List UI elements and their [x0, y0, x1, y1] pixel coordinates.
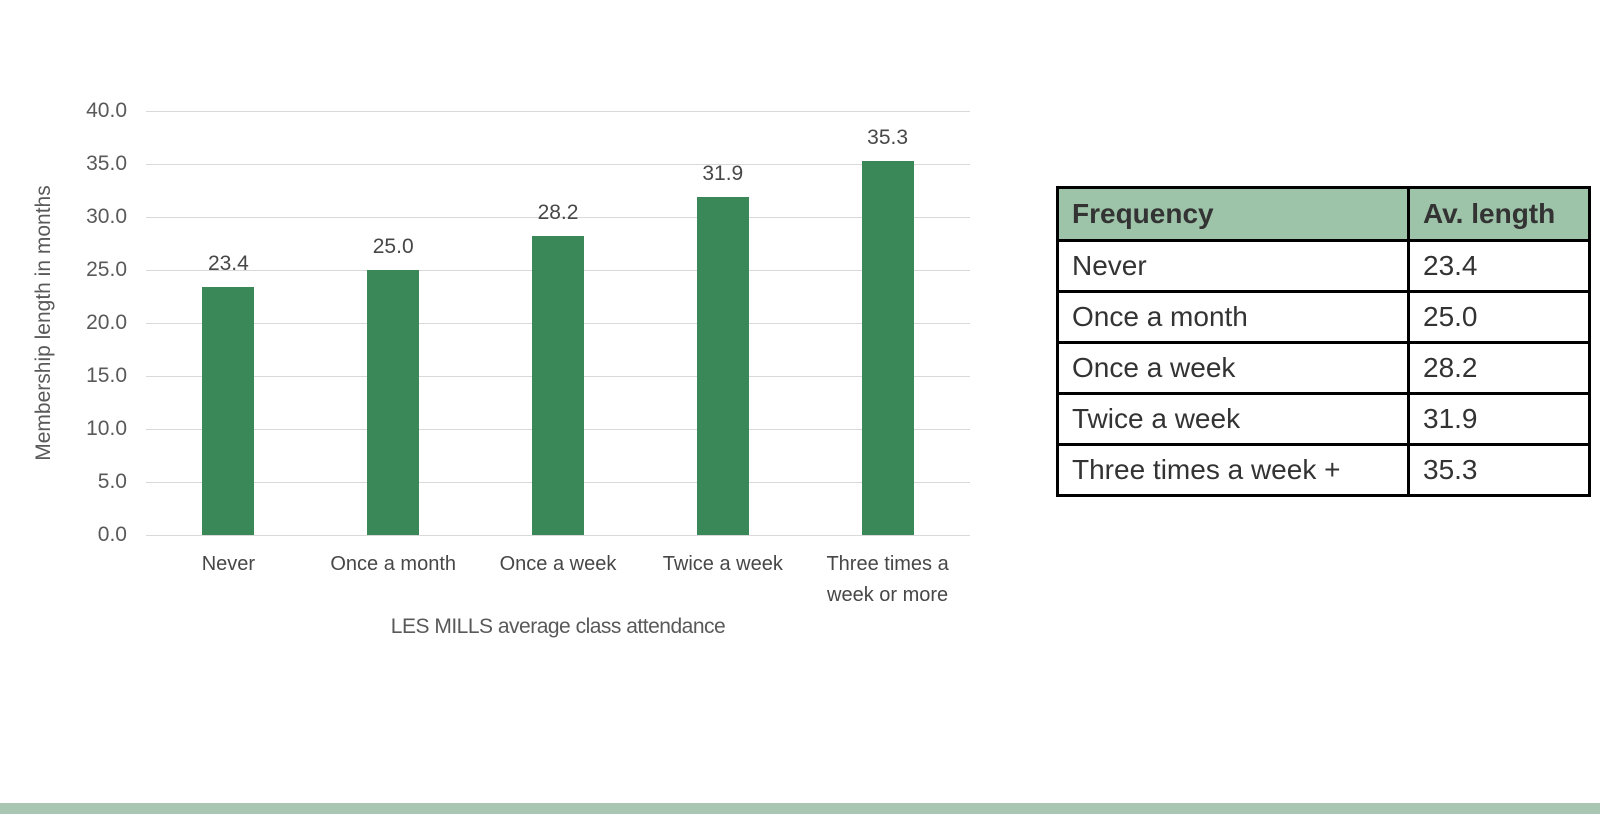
bar-once-a-week	[532, 236, 584, 535]
cell-av-length: 23.4	[1407, 239, 1591, 293]
cell-av-length: 31.9	[1407, 392, 1591, 446]
gridline	[146, 535, 970, 536]
cell-frequency: Once a month	[1056, 290, 1410, 344]
bar-chart: Membership length in months 40.0 35.0 30.0…	[32, 99, 970, 638]
table-row: Twice a week 31.9	[1056, 392, 1591, 446]
table-row: Never 23.4	[1056, 239, 1591, 293]
bar-data-label: 25.0	[372, 235, 414, 258]
bar-twice-a-week	[696, 197, 749, 535]
gridline	[146, 111, 970, 112]
y-tick-label: 20.0	[86, 311, 127, 334]
y-tick-label: 30.0	[86, 205, 127, 228]
y-tick-label: 15.0	[86, 364, 127, 387]
chart-plot-area: 23.4 25.0 28.2 31.9 35.3	[146, 111, 970, 536]
header-av-length: Av. length	[1407, 186, 1591, 242]
cell-av-length: 28.2	[1407, 341, 1591, 395]
bar-once-a-month	[367, 270, 420, 535]
table-header-row: Frequency Av. length	[1056, 186, 1591, 242]
x-category-label: Never	[201, 553, 256, 575]
bar-data-label: 28.2	[537, 201, 579, 224]
bar-data-label: 23.4	[207, 252, 249, 275]
y-tick-label: 25.0	[86, 258, 127, 281]
bar-data-label: 35.3	[867, 126, 909, 149]
x-category-label: Once a month	[330, 553, 456, 575]
x-axis-title: LES MILLS average class attendance	[390, 615, 726, 638]
cell-av-length: 35.3	[1407, 443, 1591, 497]
gridline	[146, 217, 970, 218]
bar-never	[202, 287, 255, 535]
y-tick-label: 40.0	[86, 99, 127, 122]
cell-frequency: Never	[1056, 239, 1410, 293]
bar-data-label: 31.9	[702, 162, 744, 185]
x-category-label: Three times a week or more	[826, 553, 949, 606]
y-tick-label: 10.0	[86, 417, 127, 440]
x-category-label: Once a week	[499, 553, 617, 575]
bar-three-times-a-week-or-more	[861, 161, 914, 535]
cell-frequency: Twice a week	[1056, 392, 1410, 446]
frequency-table: Frequency Av. length Never 23.4 Once a mon…	[1056, 186, 1591, 497]
x-category-label: Twice a week	[662, 553, 783, 575]
y-tick-label: 35.0	[86, 152, 127, 175]
y-tick-label: 0.0	[97, 523, 127, 546]
cell-frequency: Once a week	[1056, 341, 1410, 395]
cell-frequency: Three times a week +	[1056, 443, 1410, 497]
footer-accent-strip	[0, 803, 1600, 814]
table-row: Once a month 25.0	[1056, 290, 1591, 344]
table-row: Once a week 28.2	[1056, 341, 1591, 395]
gridline	[146, 164, 970, 165]
cell-av-length: 25.0	[1407, 290, 1591, 344]
y-tick-label: 5.0	[97, 470, 127, 493]
table-row: Three times a week +35.3	[1056, 443, 1591, 497]
header-frequency: Frequency	[1056, 186, 1410, 242]
